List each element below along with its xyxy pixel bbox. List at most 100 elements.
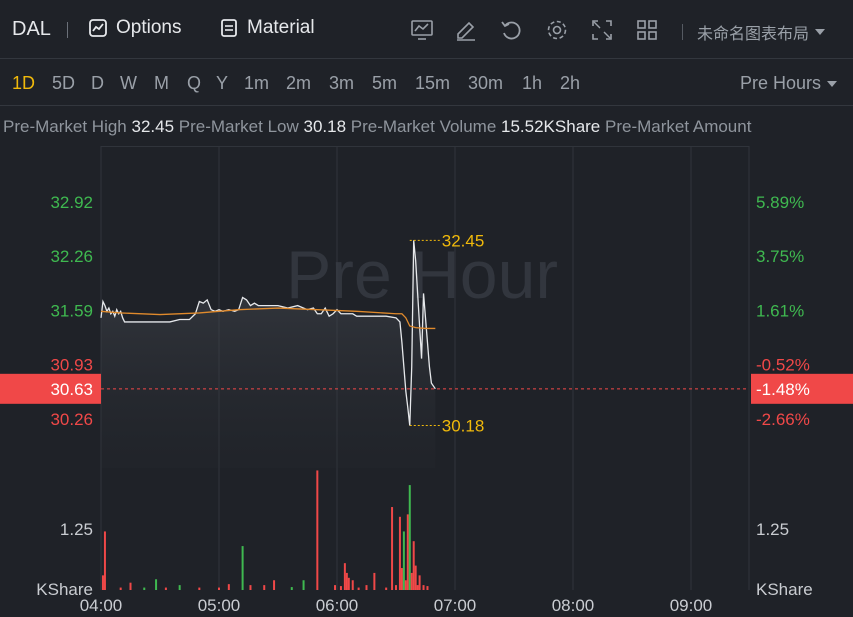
volume-bar	[404, 580, 407, 590]
volume-bar	[426, 586, 429, 590]
fullscreen-icon[interactable]	[590, 18, 614, 42]
volume-bar	[422, 585, 425, 590]
high-marker-label: 32.45	[442, 231, 485, 250]
x-tick-label: 07:00	[434, 596, 477, 615]
volume-bar	[198, 587, 201, 590]
period-y[interactable]: Y	[216, 73, 229, 93]
current-price-tag	[0, 373, 101, 404]
volume-bar	[101, 575, 104, 590]
volume-bar	[164, 587, 167, 590]
chart-area[interactable]: Pre Hour 32.92 5.89% 32.26 3.75% 31.59 1.61% 3…	[0, 146, 853, 617]
period-5m[interactable]: 5m	[372, 73, 398, 93]
x-tick-label: 06:00	[316, 596, 359, 615]
y-tick-left: 31.59	[50, 302, 93, 321]
current-price-label: 30.63	[50, 380, 93, 399]
y-tick-right: -0.52%	[756, 355, 810, 374]
period-30m[interactable]: 30m	[468, 73, 504, 93]
amount-label: Pre-Market Amount	[605, 117, 752, 136]
price-volume-chart[interactable]: Pre Hour 32.92 5.89% 32.26 3.75% 31.59 1.61% 3…	[0, 146, 853, 617]
volume-bar	[365, 585, 368, 590]
volume-bar	[302, 580, 305, 590]
period-1d[interactable]: 1D	[12, 73, 36, 93]
volume-bar	[391, 507, 394, 590]
chart-indicator-icon[interactable]	[410, 18, 434, 42]
volume-bar	[119, 587, 122, 590]
high-label: Pre-Market High	[3, 117, 127, 136]
volume-bar	[129, 582, 132, 590]
volume-bar	[410, 572, 413, 590]
volume-bar	[316, 470, 319, 590]
volume-bar	[343, 563, 346, 590]
y-tick-left: 32.26	[50, 247, 93, 266]
premarket-info-bar: Pre-Market High 32.45 Pre-Market Low 30.…	[3, 117, 853, 137]
period-1h[interactable]: 1h	[522, 73, 543, 93]
volume-bar	[334, 585, 337, 590]
volume-bar	[290, 587, 293, 590]
volume-bar	[408, 485, 411, 590]
volume-bar	[351, 580, 354, 590]
x-tick-label: 04:00	[80, 596, 123, 615]
options-button[interactable]: Options	[88, 17, 181, 39]
period-d[interactable]: D	[91, 73, 104, 93]
chevron-down-icon	[815, 29, 826, 35]
volume-bar	[373, 572, 376, 590]
period-2m[interactable]: 2m	[286, 73, 312, 93]
layout-divider	[682, 24, 683, 40]
volume-bar	[347, 577, 350, 590]
volume-bar	[345, 572, 348, 590]
session-select[interactable]: Pre Hours	[740, 73, 837, 94]
material-label: Material	[247, 17, 315, 38]
y-tick-left: 32.92	[50, 193, 93, 212]
y-tick-right: -2.66%	[756, 410, 810, 429]
low-value: 30.18	[303, 117, 347, 136]
low-marker-label: 30.18	[442, 417, 485, 436]
period-q[interactable]: Q	[187, 73, 202, 93]
period-m[interactable]: M	[154, 73, 169, 93]
material-button[interactable]: Material	[219, 17, 315, 39]
grid-layout-icon[interactable]	[635, 18, 659, 42]
draw-icon[interactable]	[454, 18, 478, 42]
undo-icon[interactable]	[499, 18, 523, 42]
y-tick-right: 5.89%	[756, 193, 804, 212]
current-change-label: -1.48%	[756, 380, 810, 399]
options-label: Options	[116, 17, 182, 38]
period-1m[interactable]: 1m	[244, 73, 270, 93]
x-tick-label: 08:00	[552, 596, 595, 615]
volume-bar	[412, 541, 415, 590]
volume-bar	[406, 514, 409, 590]
low-label: Pre-Market Low	[178, 117, 299, 136]
y-tick-left: 30.93	[50, 355, 93, 374]
period-15m[interactable]: 15m	[415, 73, 451, 93]
volume-unit-left: KShare	[36, 580, 93, 599]
x-tick-label: 09:00	[670, 596, 713, 615]
volume-bar	[357, 587, 360, 590]
symbol-label[interactable]: DAL	[12, 18, 51, 40]
volume-bar	[218, 587, 220, 590]
high-value: 32.45	[131, 117, 175, 136]
period-bar: 1D 5D D W M Q Y 1m 2m 3m 5m 15m 30m 1h 2…	[0, 60, 853, 106]
y-tick-left: 30.26	[50, 410, 93, 429]
volume-tick-right: 1.25	[756, 520, 789, 539]
material-icon	[221, 19, 237, 37]
volume-bar	[155, 579, 158, 590]
volume-bar	[339, 586, 342, 590]
volume-unit-right: KShare	[756, 580, 813, 599]
y-tick-right: 3.75%	[756, 247, 804, 266]
volume-bar	[418, 575, 421, 590]
x-tick-label: 05:00	[198, 596, 241, 615]
period-2h[interactable]: 2h	[560, 73, 581, 93]
volume-bar	[416, 585, 419, 590]
settings-icon[interactable]	[545, 18, 569, 42]
volume-bar	[395, 585, 397, 590]
volume-bar	[103, 531, 106, 590]
period-w[interactable]: W	[120, 73, 137, 93]
average-price-line	[100, 307, 436, 330]
options-icon	[89, 19, 107, 37]
volume-bar	[249, 585, 252, 590]
period-5d[interactable]: 5D	[52, 73, 76, 93]
price-line	[100, 240, 436, 426]
period-3m[interactable]: 3m	[329, 73, 355, 93]
volume-label: Pre-Market Volume	[350, 117, 497, 136]
layout-select[interactable]: 未命名图表布局	[682, 20, 826, 44]
volume-bar	[398, 516, 401, 590]
